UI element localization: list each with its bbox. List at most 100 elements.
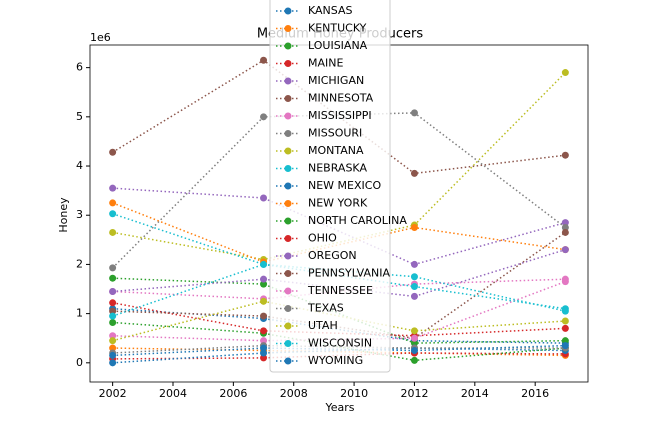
- point: [410, 339, 418, 347]
- point: [410, 334, 418, 342]
- point: [109, 184, 117, 192]
- legend-box: [269, 0, 391, 373]
- point: [410, 283, 418, 291]
- point: [109, 148, 117, 156]
- legend-label: OREGON: [308, 249, 357, 262]
- legend-marker: [284, 165, 292, 172]
- point: [561, 69, 569, 77]
- legend-label: WISCONSIN: [308, 337, 372, 350]
- point: [109, 299, 117, 307]
- y-offset-label: 1e6: [90, 31, 111, 44]
- point: [109, 264, 117, 272]
- legend-marker: [284, 200, 292, 207]
- x-tick-label: 2004: [159, 387, 187, 400]
- x-tick-label: 2010: [340, 387, 368, 400]
- point: [260, 349, 268, 357]
- legend-label: TENNESSEE: [307, 284, 373, 297]
- point: [410, 169, 418, 177]
- legend-marker: [284, 357, 292, 365]
- point: [410, 224, 418, 232]
- y-tick-label: 5: [76, 110, 83, 123]
- legend-marker: [284, 147, 292, 155]
- series-line: [112, 59, 566, 175]
- point: [109, 318, 117, 326]
- point: [109, 274, 117, 282]
- point: [260, 280, 268, 288]
- point: [561, 305, 569, 313]
- point: [260, 194, 268, 202]
- point: [109, 337, 117, 345]
- point: [109, 199, 117, 207]
- legend-label: WYOMING: [308, 354, 363, 367]
- y-tick-label: 0: [76, 356, 83, 369]
- point: [410, 356, 418, 364]
- x-axis-label: Years: [324, 401, 354, 414]
- legend-label: NEW MEXICO: [308, 179, 381, 192]
- point: [109, 307, 117, 315]
- point: [410, 292, 418, 300]
- legend-marker: [284, 217, 292, 225]
- legend-label: MICHIGAN: [308, 74, 364, 87]
- point: [109, 228, 117, 236]
- point: [561, 228, 569, 236]
- legend-label: MONTANA: [308, 144, 364, 157]
- legend-marker: [284, 235, 292, 242]
- legend-label: OHIO: [308, 232, 337, 245]
- legend-label: NORTH CAROLINA: [308, 214, 407, 227]
- point: [260, 297, 268, 305]
- legend-marker: [284, 60, 292, 67]
- legend-marker: [284, 42, 292, 50]
- point: [260, 275, 268, 283]
- point: [561, 246, 569, 254]
- legend-marker: [284, 182, 292, 190]
- y-axis-label: Honey: [57, 197, 70, 233]
- point: [260, 312, 268, 320]
- point: [109, 312, 117, 320]
- point: [109, 332, 117, 340]
- point: [260, 56, 268, 64]
- series-line: [112, 321, 566, 362]
- legend-label: UTAH: [308, 319, 338, 332]
- x-tick-label: 2006: [219, 387, 247, 400]
- series-line: [112, 72, 566, 261]
- point: [561, 278, 569, 286]
- legend-marker: [284, 305, 292, 312]
- series-line: [112, 202, 566, 263]
- legend-label: NEBRASKA: [308, 162, 367, 175]
- x-tick-label: 2016: [521, 387, 549, 400]
- point: [109, 351, 117, 359]
- point: [561, 219, 569, 227]
- legend-label: MISSOURI: [308, 127, 362, 140]
- point: [260, 113, 268, 121]
- point: [561, 337, 569, 345]
- legend-marker: [284, 130, 292, 137]
- legend-marker: [284, 270, 292, 277]
- legend-label: TEXAS: [307, 302, 344, 315]
- legend-marker: [284, 95, 292, 102]
- point: [410, 327, 418, 335]
- point: [410, 273, 418, 281]
- legend-marker: [284, 7, 292, 15]
- legend-marker: [284, 340, 292, 347]
- x-tick-label: 2014: [461, 387, 489, 400]
- legend-label: KENTUCKY: [308, 22, 367, 35]
- series-line: [112, 344, 566, 354]
- legend-label: PENNSYLVANIA: [308, 267, 390, 280]
- point: [260, 260, 268, 268]
- point: [410, 260, 418, 268]
- legend-label: NEW YORK: [308, 197, 368, 210]
- point: [109, 210, 117, 218]
- legend-marker: [284, 287, 292, 295]
- legend-label: KANSAS: [308, 4, 352, 17]
- point: [561, 224, 569, 232]
- x-tick-label: 2012: [400, 387, 428, 400]
- y-tick-label: 1: [76, 307, 83, 320]
- point: [561, 342, 569, 350]
- point: [410, 347, 418, 355]
- legend-marker: [284, 25, 292, 32]
- x-tick-label: 2008: [280, 387, 308, 400]
- legend-marker: [284, 77, 292, 85]
- y-tick-label: 4: [76, 159, 83, 172]
- y-tick-label: 6: [76, 61, 83, 74]
